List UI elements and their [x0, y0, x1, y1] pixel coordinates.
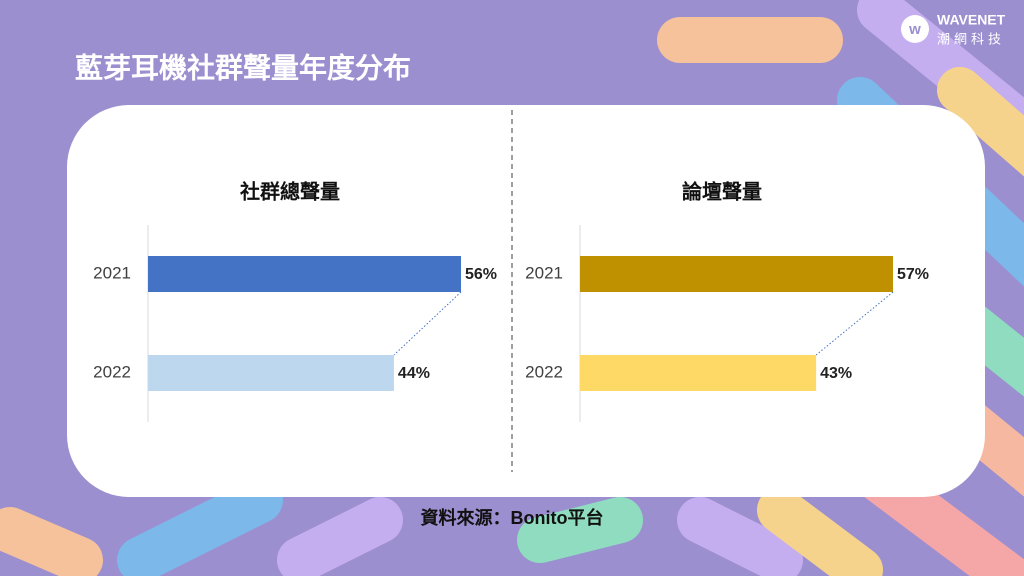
chart-title: 論壇聲量	[682, 179, 762, 203]
series-connector	[393, 291, 462, 356]
logo-name: WAVENET	[937, 12, 1006, 28]
logo-glyph: w	[908, 21, 921, 38]
bar	[148, 355, 394, 391]
bar	[580, 256, 893, 292]
value-label: 44%	[398, 365, 430, 382]
stripe	[277, 497, 403, 581]
source-note: 資料來源：Bonito平台	[421, 507, 604, 528]
logo-icon	[901, 15, 929, 43]
logo-subtitle: 潮網科技	[937, 31, 1005, 46]
category-label: 2021	[93, 263, 131, 282]
bar	[580, 355, 817, 391]
category-label: 2021	[525, 263, 563, 282]
series-connector	[815, 291, 894, 356]
stripe	[117, 477, 283, 581]
stripe	[937, 67, 1024, 177]
stripe	[517, 497, 643, 563]
stripe	[677, 497, 803, 581]
bar	[148, 256, 461, 292]
stripe	[0, 507, 103, 581]
value-label: 43%	[820, 365, 852, 382]
value-label: 56%	[465, 266, 497, 283]
stripe	[757, 487, 883, 581]
category-label: 2022	[93, 362, 131, 381]
panel	[67, 105, 985, 497]
chart-title: 社群總聲量	[239, 179, 340, 203]
value-label: 57%	[897, 266, 929, 283]
category-label: 2022	[525, 362, 563, 381]
slide-title: 藍芽耳機社群聲量年度分布	[75, 51, 411, 83]
